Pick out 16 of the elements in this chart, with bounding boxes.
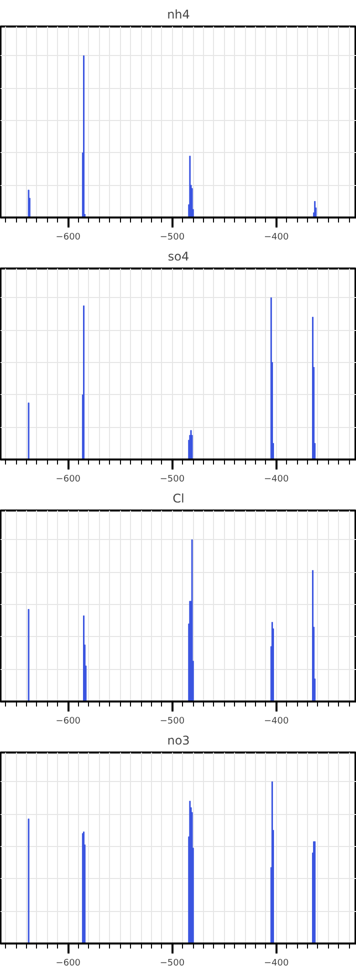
x-tick-label: −400 (264, 958, 289, 968)
x-tick-label: −600 (56, 958, 81, 968)
x-tick-label: −500 (160, 474, 185, 484)
x-tick-label: −500 (160, 958, 185, 968)
x-tick-label: −500 (160, 716, 185, 726)
chart-title: nh4 (167, 8, 190, 22)
chart-title: no3 (167, 734, 190, 748)
x-tick-label: −600 (56, 232, 81, 242)
x-tick-label: −400 (264, 716, 289, 726)
chart-title: so4 (168, 250, 190, 264)
x-tick-label: −400 (264, 232, 289, 242)
x-tick-label: −600 (56, 474, 81, 484)
x-tick-label: −600 (56, 716, 81, 726)
x-tick-label: −500 (160, 232, 185, 242)
x-tick-label: −400 (264, 474, 289, 484)
chart-title: Cl (172, 492, 184, 506)
